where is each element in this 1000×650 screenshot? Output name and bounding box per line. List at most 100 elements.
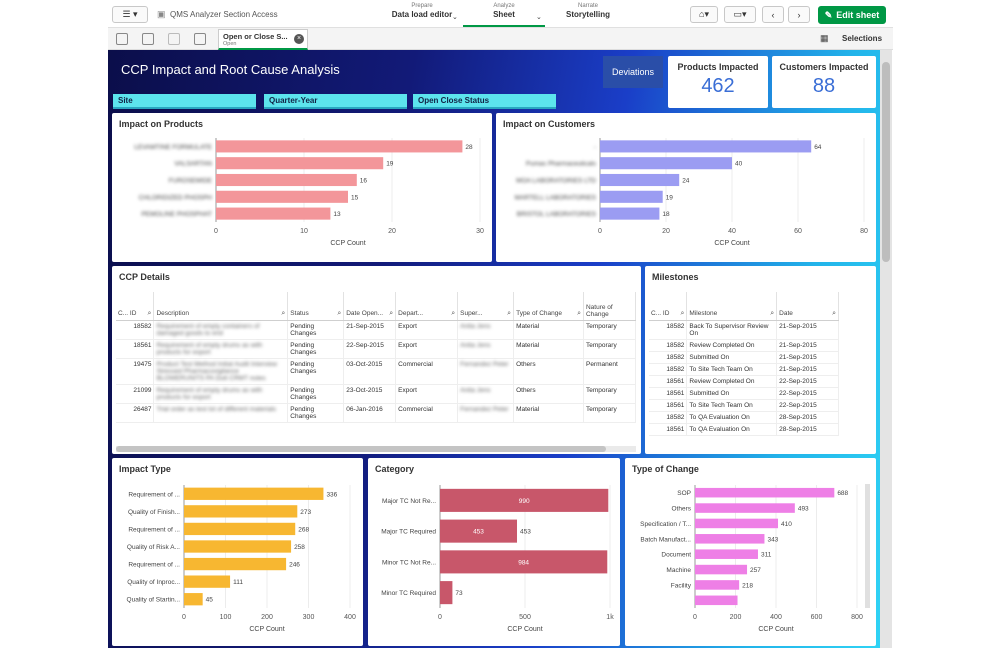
table-row[interactable]: 19475 Product Test Method Initial Audit I…	[116, 358, 637, 385]
table-row[interactable]: 18582 To QA Evaluation On 28-Sep-2015	[649, 411, 839, 424]
search-icon[interactable]: ⌕	[451, 309, 456, 317]
bar[interactable]	[695, 534, 765, 544]
selection-tab[interactable]: Open or Close S... Open ×	[218, 29, 308, 50]
app-icon: ▣	[157, 9, 166, 19]
next-sheet-button[interactable]: ›	[788, 6, 810, 23]
clear-selections-icon[interactable]	[194, 33, 206, 45]
global-menu-button[interactable]: ☰ ▾	[112, 6, 148, 23]
bar[interactable]	[216, 173, 357, 187]
bar[interactable]	[440, 550, 608, 574]
search-icon[interactable]: ⌕	[147, 309, 152, 317]
bar[interactable]	[184, 575, 231, 588]
smart-search-icon[interactable]	[116, 33, 128, 45]
close-icon[interactable]: ×	[294, 34, 304, 44]
search-icon[interactable]: ⌕	[337, 309, 342, 317]
column-header[interactable]: Super... ⌕	[457, 292, 515, 321]
table-row[interactable]: 18561 To QA Evaluation On 28-Sep-2015	[649, 423, 839, 436]
bar[interactable]	[216, 190, 348, 203]
nav-narrate[interactable]: Narrate Storytelling	[548, 3, 628, 19]
chevron-down-icon[interactable]: ⌄	[452, 14, 458, 21]
chart-scrollbar[interactable]	[865, 484, 870, 608]
step-back-icon[interactable]	[168, 33, 180, 45]
bar[interactable]	[440, 581, 453, 605]
present-button[interactable]: ▭▾	[724, 6, 756, 23]
search-icon[interactable]: ⌕	[577, 309, 581, 317]
column-header[interactable]: Depart... ⌕	[395, 292, 459, 321]
filter-quarter-year[interactable]: Quarter-Year	[264, 94, 407, 109]
column-header[interactable]: Milestone ⌕	[686, 292, 778, 321]
column-header[interactable]: C... ID ⌕	[649, 292, 688, 321]
bar[interactable]	[184, 540, 292, 553]
selections-button[interactable]: Selections	[842, 34, 883, 43]
column-header[interactable]: Status ⌕	[287, 292, 345, 321]
edit-sheet-button[interactable]: ✎ Edit sheet	[818, 6, 886, 24]
bar[interactable]	[600, 157, 732, 170]
table-row[interactable]: 18582 Review Completed On 21-Sep-2015	[649, 339, 839, 352]
horizontal-scrollbar[interactable]	[116, 446, 636, 452]
bar[interactable]	[695, 595, 738, 606]
deviations-button[interactable]: Deviations	[603, 56, 663, 88]
bar[interactable]	[440, 519, 518, 543]
table-row[interactable]: 18561 Submitted On 22-Sep-2015	[649, 387, 839, 400]
search-icon[interactable]: ⌕	[680, 309, 685, 317]
search-icon[interactable]: ⌕	[832, 309, 836, 317]
column-header[interactable]: Date Open... ⌕	[343, 292, 397, 321]
bar[interactable]	[184, 593, 203, 606]
bar[interactable]	[184, 557, 287, 571]
bar[interactable]	[695, 503, 795, 513]
bar[interactable]	[216, 157, 384, 170]
selections-icon[interactable]: ▦	[820, 33, 829, 43]
category-chart[interactable]: 0 500 1k CCP Count Major TC Not Re... 990 Majo…	[368, 458, 620, 646]
table-cell: 22-Sep-2015	[776, 375, 839, 388]
table-row[interactable]: 18582 Requirement of empty containers of …	[116, 320, 637, 340]
filter-site[interactable]: Site	[113, 94, 256, 109]
bar[interactable]	[600, 140, 812, 153]
bar[interactable]	[600, 207, 660, 220]
table-row[interactable]: 18582 Back To Supervisor Review On 21-Sep-…	[649, 320, 839, 340]
bar[interactable]	[216, 207, 331, 220]
search-icon[interactable]: ⌕	[281, 309, 286, 317]
sheet-scroll-thumb[interactable]	[882, 62, 890, 262]
table-cell: Export	[395, 339, 459, 359]
lasso-select-icon[interactable]	[142, 33, 154, 45]
bar[interactable]	[184, 505, 298, 518]
table-row[interactable]: 18582 To Site Tech Team On 21-Sep-2015	[649, 363, 839, 376]
bar[interactable]	[184, 522, 296, 536]
bar[interactable]	[695, 549, 758, 559]
bar[interactable]	[600, 173, 680, 187]
table-row[interactable]: 18582 Submitted On 21-Sep-2015	[649, 351, 839, 364]
type-of-change-chart[interactable]: 0 200 400 600 800 CCP Count SOP 688 Others 493 Spe…	[625, 458, 876, 646]
bar[interactable]	[184, 487, 324, 500]
impact-on-products-chart[interactable]: 0 10 20 30 CCP Count LEVAMTINE FORMULATE 28 VAL…	[112, 113, 492, 262]
table-row[interactable]: 21099 Requirement of empty drums as with …	[116, 384, 637, 404]
bar[interactable]	[695, 487, 835, 498]
nav-prepare[interactable]: Prepare Data load editor	[382, 3, 462, 19]
bar[interactable]	[440, 488, 609, 512]
search-icon[interactable]: ⌕	[770, 309, 775, 317]
table-row[interactable]: 26487 Trial order as test lot of differen…	[116, 403, 637, 423]
chevron-down-icon[interactable]: ⌄	[536, 14, 542, 21]
bookmark-button[interactable]: ⌂▾	[690, 6, 718, 23]
column-header[interactable]: Description ⌕	[153, 292, 289, 321]
horizontal-scroll-thumb[interactable]	[116, 446, 606, 452]
table-row[interactable]: 18561 Review Completed On 22-Sep-2015	[649, 375, 839, 388]
table-row[interactable]: 18561 To Site Tech Team On 22-Sep-2015	[649, 399, 839, 412]
column-header[interactable]: Type of Change ⌕	[513, 292, 584, 321]
bar[interactable]	[695, 580, 740, 590]
bar[interactable]	[216, 140, 463, 153]
search-icon[interactable]: ⌕	[507, 309, 512, 317]
category-label: Document	[661, 552, 691, 559]
table-row[interactable]: 18561 Requirement of empty drums as with …	[116, 339, 637, 359]
filter-open-close-status[interactable]: Open Close Status	[413, 94, 556, 109]
column-header[interactable]: Nature of Change	[583, 292, 637, 321]
bar[interactable]	[600, 190, 663, 203]
column-header[interactable]: C... ID ⌕	[116, 292, 155, 321]
bar[interactable]	[695, 564, 748, 575]
column-header[interactable]: Date ⌕	[776, 292, 839, 321]
impact-type-chart[interactable]: 0 100 200 300 400 CCP Count Requirement of ...…	[112, 458, 363, 646]
impact-on-customers-chart[interactable]: 0 20 40 60 80 CCP Count - 64 Pumas Pharmaceutica…	[496, 113, 876, 262]
nav-analyze[interactable]: Analyze Sheet	[463, 3, 545, 27]
search-icon[interactable]: ⌕	[389, 309, 394, 317]
previous-sheet-button[interactable]: ‹	[762, 6, 784, 23]
bar[interactable]	[695, 518, 779, 529]
